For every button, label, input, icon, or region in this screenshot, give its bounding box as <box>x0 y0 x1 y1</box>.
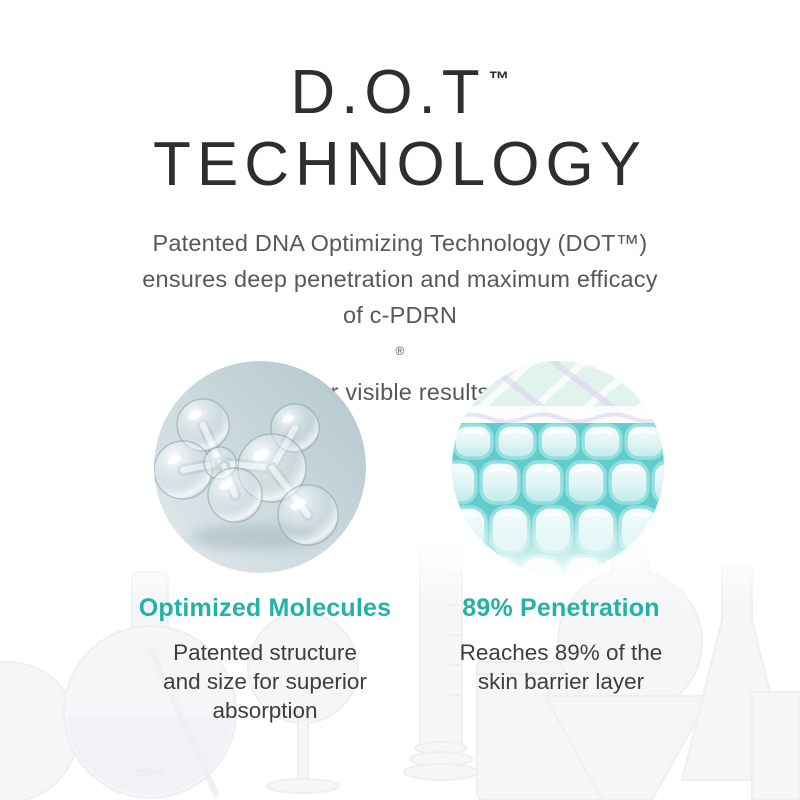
goblet-base <box>266 778 340 794</box>
trademark-symbol: ™ <box>488 68 510 91</box>
subtitle-line3-text: of c-PDRN <box>342 302 458 328</box>
feature-heading: 89% Penetration <box>462 594 660 622</box>
subtitle-line3: of c-PDRN ® for visible results <box>0 297 800 410</box>
skin-barrier-graphic <box>452 361 664 573</box>
goblet-stem <box>297 719 309 783</box>
title-line2-text: TECHNOLOGY <box>152 130 648 199</box>
skin-barrier-3d-illustration <box>452 361 664 573</box>
feature-body-line: absorption <box>212 698 318 723</box>
feature-heading: Optimized Molecules <box>138 594 392 622</box>
feature-body: Reaches 89% of the skin barrier layer <box>424 638 698 696</box>
subtitle-line3-text2: for visible results <box>310 379 490 405</box>
beaker-partial <box>751 691 800 800</box>
registered-symbol: ® <box>395 344 405 358</box>
atom-highlights <box>167 410 306 511</box>
subtitle-line2: ensures deep penetration and maximum eff… <box>142 266 658 292</box>
flask-volume-label: 200ml <box>136 768 163 779</box>
molecule-atoms <box>154 398 339 546</box>
subtitle-line1: Patented DNA Optimizing Technology (DOT™… <box>152 230 648 256</box>
glass-rod <box>147 646 220 798</box>
surface-wave <box>452 412 664 424</box>
feature-optimized-molecules: Optimized Molecules Patented structure an… <box>118 594 412 725</box>
background-fade <box>0 538 800 608</box>
header: D.O.T ™ TECHNOLOGY Patented DNA Optimizin… <box>0 44 800 410</box>
feature-body: Patented structure and size for superior a… <box>118 638 412 725</box>
feature-penetration: 89% Penetration Reaches 89% of the skin b… <box>424 594 698 696</box>
feature-body-line: and size for superior <box>163 669 367 694</box>
surface-band <box>452 406 664 423</box>
title-main-text: D.O.T <box>290 58 486 127</box>
feature-body-line: Patented structure <box>173 640 357 665</box>
cylinder-base <box>403 763 479 781</box>
conical-funnel <box>543 695 712 800</box>
feature-body-line: Reaches 89% of the <box>459 640 663 665</box>
molecule-3d-illustration <box>154 361 366 573</box>
molecule-graphic <box>154 361 366 573</box>
glassware-shapes: 200ml <box>0 539 800 800</box>
feature-body-line: skin barrier layer <box>477 669 645 694</box>
flask-liquid <box>68 716 232 794</box>
subtitle: Patented DNA Optimizing Technology (DOT™… <box>0 225 800 410</box>
page-title: D.O.T ™ TECHNOLOGY <box>0 44 800 201</box>
